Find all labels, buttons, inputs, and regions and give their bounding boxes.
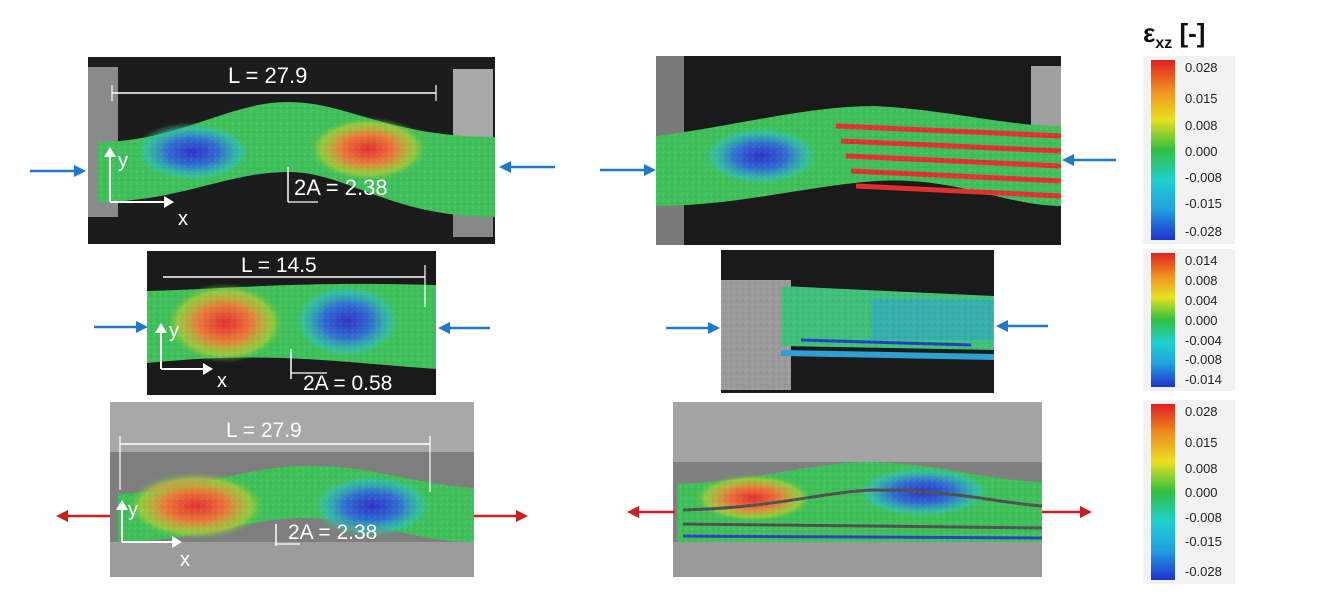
arrow-right-icon	[600, 164, 656, 176]
panel-r2-right	[721, 250, 994, 393]
x-axis-label: x	[178, 208, 188, 230]
strain-subscript: xz	[1155, 35, 1173, 53]
arrow-left-icon	[627, 506, 675, 518]
scale-tick: 0.004	[1185, 293, 1218, 308]
color-scale-2: 0.014 0.008 0.004 0.000 -0.004 -0.008 -0…	[1143, 249, 1235, 391]
length-label: L = 14.5	[241, 254, 317, 277]
strain-symbol: ε	[1143, 18, 1156, 48]
arrow-left-icon	[1062, 154, 1116, 166]
scale-tick: -0.008	[1185, 170, 1222, 185]
panel-r1-left: L = 27.9 2A = 2.38 y x	[88, 57, 495, 244]
strain-field	[88, 57, 495, 244]
arrow-right-icon	[94, 321, 148, 333]
amplitude-label: 2A = 2.38	[288, 521, 378, 544]
colorbar-title: εxz [-]	[1143, 18, 1205, 53]
strain-unit: [-]	[1179, 18, 1206, 48]
panel-r1-right	[656, 56, 1061, 245]
panel-r3-left: L = 27.9 2A = 2.38 y x	[110, 402, 474, 577]
scale-tick: 0.000	[1185, 313, 1218, 328]
scale-tick: 0.015	[1185, 435, 1218, 450]
strain-field	[673, 402, 1042, 577]
y-axis-label: y	[169, 320, 179, 342]
scale-tick: -0.008	[1185, 510, 1222, 525]
scale-tick: 0.015	[1185, 91, 1218, 106]
x-axis-label: x	[180, 549, 190, 571]
scale-tick: -0.008	[1185, 352, 1222, 367]
arrow-right-icon	[666, 322, 720, 334]
arrow-right-icon	[30, 165, 86, 177]
x-axis-label: x	[217, 370, 227, 392]
colorbar	[1151, 60, 1175, 240]
scale-tick: 0.000	[1185, 144, 1218, 159]
scale-tick: 0.008	[1185, 118, 1218, 133]
scale-tick: 0.028	[1185, 404, 1218, 419]
arrow-left-icon	[499, 161, 555, 173]
amplitude-label: 2A = 2.38	[294, 175, 388, 200]
scale-tick: -0.014	[1185, 372, 1222, 387]
color-scale-3: 0.028 0.015 0.008 0.000 -0.008 -0.015 -0…	[1143, 400, 1235, 584]
arrow-right-icon	[474, 510, 528, 522]
strain-field	[110, 402, 474, 577]
colorbar	[1151, 404, 1175, 580]
arrow-left-icon	[996, 320, 1048, 332]
length-label: L = 27.9	[226, 419, 302, 442]
length-label: L = 27.9	[228, 63, 308, 88]
y-axis-label: y	[118, 150, 128, 172]
scale-tick: -0.004	[1185, 333, 1222, 348]
scale-tick: -0.015	[1185, 534, 1222, 549]
strain-field	[656, 56, 1061, 245]
panel-r3-right	[673, 402, 1042, 577]
scale-tick: -0.028	[1185, 564, 1222, 579]
arrow-left-icon	[56, 510, 110, 522]
scale-tick: 0.008	[1185, 273, 1218, 288]
color-scale-1: 0.028 0.015 0.008 0.000 -0.008 -0.015 -0…	[1143, 56, 1235, 244]
panel-r2-left: L = 14.5 2A = 0.58 y x	[147, 251, 436, 395]
scale-tick: 0.028	[1185, 60, 1218, 75]
scale-tick: 0.000	[1185, 485, 1218, 500]
colorbar	[1151, 253, 1175, 387]
scale-tick: -0.028	[1185, 224, 1222, 239]
arrow-right-icon	[1042, 506, 1092, 518]
arrow-left-icon	[438, 322, 490, 334]
strain-field	[721, 250, 994, 393]
scale-tick: -0.015	[1185, 196, 1222, 211]
scale-tick: 0.014	[1185, 253, 1218, 268]
scale-tick: 0.008	[1185, 461, 1218, 476]
y-axis-label: y	[128, 499, 138, 521]
amplitude-label: 2A = 0.58	[303, 372, 393, 395]
strain-field	[147, 251, 436, 395]
